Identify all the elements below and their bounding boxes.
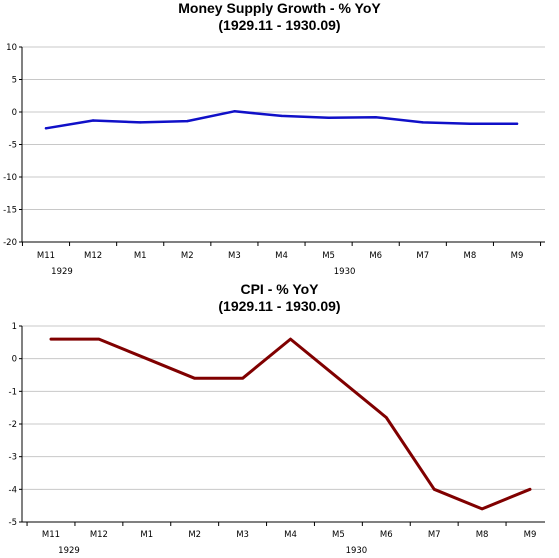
data-point bbox=[289, 337, 292, 341]
data-point bbox=[480, 507, 484, 511]
data-point bbox=[280, 114, 283, 118]
y-tick-label: 0 bbox=[12, 355, 17, 365]
x-tick-label: M3 bbox=[228, 251, 241, 261]
x-tick-label: M11 bbox=[42, 530, 60, 540]
x-tick-label: M8 bbox=[476, 530, 489, 540]
y-tick-label: -5 bbox=[9, 141, 17, 151]
data-point bbox=[337, 377, 340, 380]
data-point bbox=[186, 119, 189, 123]
data-point bbox=[421, 121, 424, 124]
x-tick-label: M1 bbox=[140, 530, 153, 540]
x-tick-label: M5 bbox=[322, 251, 335, 261]
data-point bbox=[193, 377, 196, 380]
year-label: 1929 bbox=[51, 267, 73, 277]
data-point bbox=[433, 488, 436, 491]
chart-2-subtitle: (1929.11 - 1930.09) bbox=[218, 298, 341, 314]
chart-1-title: Money Supply Growth - % YoY bbox=[178, 0, 381, 16]
year-label: 1930 bbox=[346, 546, 368, 556]
y-tick-label: 5 bbox=[12, 76, 17, 86]
data-point bbox=[97, 337, 101, 341]
data-point bbox=[374, 116, 377, 119]
data-point bbox=[139, 121, 142, 124]
x-tick-label: M7 bbox=[428, 530, 441, 540]
x-tick-label: M6 bbox=[380, 530, 393, 540]
x-tick-label: M9 bbox=[524, 530, 537, 540]
data-point bbox=[515, 122, 519, 125]
x-tick-label: M12 bbox=[84, 251, 102, 261]
data-point bbox=[49, 337, 53, 341]
y-tick-label: 10 bbox=[6, 43, 17, 53]
y-tick-label: 0 bbox=[12, 108, 17, 118]
data-point bbox=[241, 377, 244, 380]
x-tick-label: M8 bbox=[464, 251, 477, 261]
chart-2: 1 0 -1 -2 -3 -4 -5 M11 M12 M1 M2 M3 M4 M5 M6 M7 M8 M9 1929… bbox=[9, 322, 545, 556]
y-tick-label: -4 bbox=[9, 485, 17, 495]
x-tick-label: M4 bbox=[275, 251, 288, 261]
y-tick-label: -1 bbox=[9, 387, 17, 397]
x-tick-label: M2 bbox=[181, 251, 194, 261]
chart-1: 10 5 0 -5 -10 -15 -20 M11 M12 M1 M2 M3 M4 M5 M6 M7 M8 M9 1… bbox=[3, 43, 545, 277]
data-point bbox=[327, 116, 330, 120]
x-tick-label: M9 bbox=[511, 251, 524, 261]
x-tick-label: M6 bbox=[369, 251, 382, 261]
x-tick-label: M4 bbox=[284, 530, 297, 540]
y-tick-label: -20 bbox=[3, 238, 17, 248]
y-tick-label: 1 bbox=[12, 322, 17, 332]
chart-2-title: CPI - % YoY bbox=[240, 281, 319, 297]
data-point bbox=[385, 416, 388, 419]
data-point bbox=[528, 488, 532, 491]
y-tick-label: -15 bbox=[3, 206, 17, 216]
x-tick-label: M2 bbox=[188, 530, 201, 540]
data-point bbox=[44, 127, 48, 130]
x-tick-label: M7 bbox=[416, 251, 429, 261]
x-tick-label: M5 bbox=[332, 530, 345, 540]
year-label: 1930 bbox=[334, 267, 356, 277]
y-tick-label: -10 bbox=[3, 173, 17, 183]
y-tick-label: -2 bbox=[9, 420, 17, 430]
year-label: 1929 bbox=[58, 546, 80, 556]
x-tick-label: M1 bbox=[134, 251, 147, 261]
data-point bbox=[91, 119, 95, 122]
data-point bbox=[233, 110, 236, 113]
data-point bbox=[468, 122, 472, 125]
x-tick-label: M11 bbox=[37, 251, 55, 261]
series-line bbox=[44, 110, 519, 130]
y-tick-label: -3 bbox=[9, 453, 17, 463]
x-tick-label: M3 bbox=[236, 530, 249, 540]
x-tick-label: M12 bbox=[90, 530, 108, 540]
data-point bbox=[145, 357, 148, 360]
chart-1-subtitle: (1929.11 - 1930.09) bbox=[218, 17, 341, 33]
y-tick-label: -5 bbox=[9, 518, 17, 528]
